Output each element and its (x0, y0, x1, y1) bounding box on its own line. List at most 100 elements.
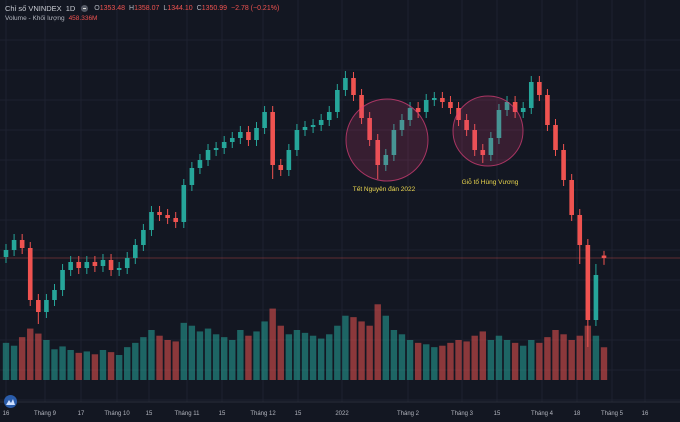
candle-body (545, 95, 550, 125)
volume-bar (390, 330, 398, 380)
candle-body (262, 112, 267, 128)
volume-bar (204, 328, 212, 380)
volume-bar (495, 335, 503, 380)
volume-bar (503, 340, 511, 380)
volume-bar (124, 347, 131, 380)
open-value: 1353.48 (99, 5, 126, 12)
x-tick-label: 16 (2, 411, 10, 417)
volume-bar (511, 342, 519, 380)
x-tick-label: Tháng 4 (530, 411, 554, 417)
x-tick-label: 15 (145, 411, 153, 417)
volume-bar (180, 322, 187, 380)
candle-body (149, 212, 154, 230)
close-value: 1350.99 (201, 5, 228, 12)
volume-bar (51, 349, 58, 380)
candle-body (496, 110, 502, 138)
x-tick-label: 17 (77, 411, 85, 417)
volume-bar (358, 321, 365, 380)
candle-body (359, 95, 364, 118)
high-label: H (129, 5, 135, 12)
candle-body (601, 255, 607, 259)
volume-bar (447, 342, 454, 380)
volume-bar (317, 338, 325, 380)
volume-bar (10, 345, 18, 380)
candle-body (229, 138, 235, 142)
candle-body (335, 90, 340, 112)
volume-bar (350, 317, 357, 380)
candle-body (108, 260, 114, 270)
volume-bar (584, 325, 592, 380)
candle-body (504, 102, 510, 110)
change-value: −2.78 (−0.21%) (231, 5, 280, 12)
symbol-title: Chỉ số VNINDEX (5, 4, 62, 13)
volume-bar (99, 350, 107, 380)
volume-bar (560, 334, 567, 380)
volume-bar (309, 335, 317, 380)
candle-body (11, 240, 17, 250)
candle-body (343, 78, 348, 90)
volume-bar (406, 340, 414, 380)
volume-bar (592, 335, 600, 380)
candle-body (141, 230, 146, 245)
volume-bar (471, 335, 478, 380)
candle-body (326, 112, 332, 120)
volume-bar (83, 351, 91, 380)
volume-bar (27, 328, 34, 380)
candle-body (440, 98, 445, 102)
candle-body (100, 260, 106, 266)
candle-body (528, 82, 534, 108)
candle-body (512, 102, 518, 112)
x-tick-label: Tháng 2 (396, 411, 420, 417)
volume-bar (342, 315, 349, 380)
volume-bar (91, 354, 99, 380)
candle-body (399, 120, 405, 130)
candle-body (124, 258, 130, 268)
x-tick-label: Tháng 3 (450, 411, 474, 417)
candle-body (213, 148, 219, 150)
x-tick-label: Tháng 9 (33, 411, 57, 417)
x-tick-label: 15 (218, 411, 226, 417)
volume-bar (285, 334, 293, 380)
candle-body (197, 160, 203, 168)
x-tick-label: Tháng 10 (104, 411, 130, 417)
candle-body (36, 300, 41, 312)
candle-body (367, 118, 372, 140)
volume-bar (423, 344, 430, 380)
x-tick-label: 2022 (335, 411, 349, 417)
annotation-tet: Tết Nguyên đán 2022 (352, 186, 416, 193)
annotation-gio-to: Giỗ tổ Hùng Vương (461, 179, 519, 186)
open-label: O (94, 5, 100, 12)
candle-body (132, 245, 138, 258)
close-label: C (196, 5, 202, 12)
candle-body (76, 262, 82, 268)
highlight-circle-tet (345, 98, 429, 182)
tradingview-logo-icon[interactable] (4, 395, 17, 408)
x-tick-label: 15 (493, 411, 501, 417)
volume-bar (253, 331, 260, 380)
volume-bar (334, 325, 341, 380)
candle-body (585, 245, 591, 320)
volume-bar (212, 334, 220, 380)
candle-body (537, 82, 542, 95)
volume-bar (382, 315, 390, 380)
candle-body (553, 125, 558, 150)
candle-body (238, 132, 243, 138)
candle-body (116, 268, 122, 270)
volume-bar (269, 308, 276, 380)
x-tick-label: Tháng 12 (250, 411, 276, 417)
volume-bar (528, 340, 535, 380)
volume-bar (277, 325, 284, 380)
candle-body (68, 262, 73, 270)
candle-body (157, 212, 162, 215)
candle-body (27, 248, 33, 300)
volume-bar (414, 342, 422, 380)
volume-bar (220, 337, 228, 380)
volume-bar (479, 331, 486, 380)
x-tick-label: 16 (641, 411, 649, 417)
interval-label[interactable]: 1D (65, 4, 76, 13)
collapse-dot-icon[interactable] (81, 5, 89, 12)
volume-bar (552, 330, 559, 380)
candle-body (189, 168, 195, 185)
candle-body (407, 108, 413, 120)
